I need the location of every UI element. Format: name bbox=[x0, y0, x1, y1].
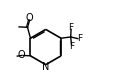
Text: F: F bbox=[68, 23, 73, 32]
Text: F: F bbox=[68, 42, 73, 51]
Text: N: N bbox=[41, 62, 49, 72]
Text: O: O bbox=[26, 13, 33, 23]
Text: F: F bbox=[77, 34, 82, 43]
Text: O: O bbox=[18, 50, 25, 60]
